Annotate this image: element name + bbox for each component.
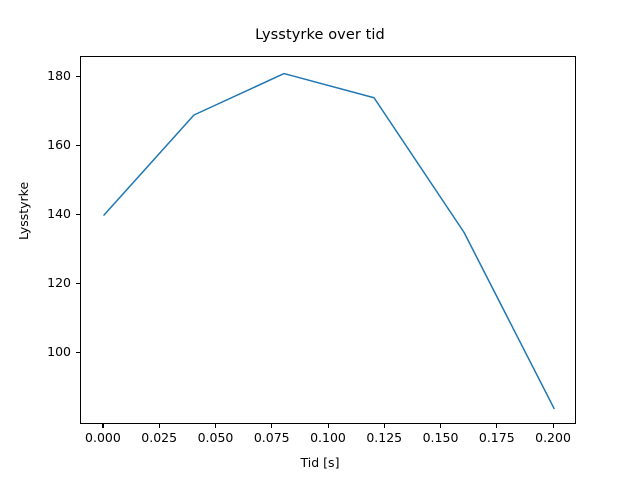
- data-line-plot: [103, 72, 555, 410]
- y-tick-label: 120: [47, 275, 71, 291]
- plot-axes-area: [80, 56, 576, 424]
- x-tick-label: 0.125: [366, 430, 403, 445]
- y-tick-label: 140: [47, 206, 71, 222]
- x-tick-label: 0.175: [478, 430, 515, 445]
- series-line-lysstyrke: [103, 72, 555, 410]
- x-tick-label: 0.050: [197, 430, 234, 445]
- y-tick-label: 180: [47, 68, 71, 84]
- x-axis-label: Tid [s]: [300, 455, 340, 470]
- y-tick-label: 100: [47, 344, 71, 360]
- y-tick-label: 160: [47, 137, 71, 153]
- x-tick-label: 0.075: [253, 430, 290, 445]
- x-tick-label: 0.100: [310, 430, 346, 445]
- chart-title: Lysstyrke over tid: [255, 27, 385, 43]
- x-tick-label: 0.025: [141, 430, 178, 445]
- y-axis-label: Lysstyrke: [16, 181, 31, 240]
- x-tick-label: 0.200: [535, 430, 571, 445]
- x-tick-label: 0.000: [85, 430, 121, 445]
- x-tick-label: 0.150: [422, 430, 459, 445]
